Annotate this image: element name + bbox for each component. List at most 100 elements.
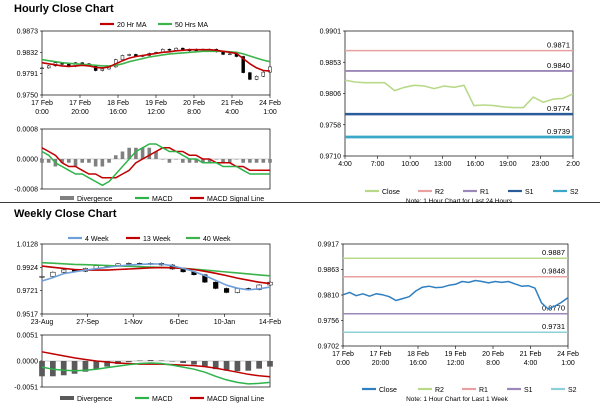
weekly-section-title: Weekly Close Chart — [14, 208, 117, 220]
weekly-macd-line — [41, 362, 271, 385]
hourly-divergence-bar — [254, 159, 259, 163]
y-tick-label: 1.0128 — [17, 242, 39, 249]
legend-signal-label: MACD Signal Line — [207, 196, 264, 203]
weekly-divergence-bar — [256, 361, 262, 369]
legend-s1-label: S1 — [525, 189, 534, 196]
hourly-divergence-bar — [167, 159, 172, 163]
hourly-candle-body — [254, 76, 259, 80]
x-tick-label: 18 Feb — [107, 100, 129, 107]
legend-s2-label: S2 — [570, 189, 579, 196]
hourly-divergence-bar — [214, 159, 219, 160]
hourly-divergence-bar — [241, 159, 245, 163]
y-tick-label: 0.9758 — [320, 122, 342, 129]
hourly-candle-body — [167, 48, 172, 51]
hourly-divergence-bar — [234, 159, 239, 160]
x-tick-label: 20 Feb — [482, 351, 504, 358]
legend-close-label: Close — [382, 189, 400, 196]
hourly-candle-body — [40, 67, 44, 69]
weekly-divergence-bar — [147, 359, 154, 361]
hourly-divergence-bar — [127, 147, 131, 159]
weekly-divergence-bar — [104, 361, 110, 367]
hourly-divergence-bar — [268, 159, 272, 163]
x-tick-label: 17 Feb — [332, 351, 354, 358]
hourly-divergence-bar — [181, 159, 185, 163]
x-tick-label: 1:00 — [263, 109, 277, 116]
weekly-candle-body — [50, 271, 56, 277]
x-tick-label: 7:00 — [371, 161, 385, 168]
weekly-candle-body — [39, 276, 45, 278]
hourly-divergence-bar — [80, 159, 85, 163]
hourly-candle-body — [46, 65, 51, 69]
hourly-section-title: Hourly Close Chart — [14, 3, 114, 15]
weekly-macd-chart: 0.0051 0.0000 -0.0051 Divergence MACD MACD Si… — [14, 333, 273, 403]
hourly-divergence-bar — [107, 159, 111, 163]
legend-signal-label: MACD Signal Line — [207, 396, 264, 403]
level-s1-label: 0.9770 — [542, 304, 565, 313]
hourly-macd-line — [41, 143, 270, 187]
y-tick-label: 0.9750 — [17, 93, 39, 100]
x-tick-label: 13:00 — [434, 161, 452, 168]
x-tick-label: 27-Sep — [76, 319, 99, 326]
hourly-candle-body — [181, 47, 185, 50]
x-tick-label: 4:00 — [338, 161, 352, 168]
weekly-divergence-bar — [39, 361, 45, 377]
hourly-candle-body — [100, 68, 105, 71]
legend-r2-label: R2 — [435, 387, 444, 394]
hourly-candle-body — [241, 56, 245, 73]
hourly-note: Note: 1 Hour Chart for Last 24 Hours — [406, 198, 513, 205]
level-s1-label: 0.9774 — [547, 104, 570, 113]
hourly-24h-close-line — [344, 79, 574, 109]
legend-r1-label: R1 — [479, 387, 488, 394]
hourly-divergence-bar — [87, 159, 91, 163]
weekly-divergence-bar — [180, 361, 186, 364]
level-s2-label: 0.9739 — [547, 127, 570, 136]
hourly-signal-line — [41, 147, 270, 179]
hourly-divergence-bar — [93, 159, 98, 167]
x-tick-label: 8:00 — [187, 109, 201, 116]
x-tick-label: 8:00 — [486, 360, 500, 367]
hourly-divergence-bar — [46, 159, 51, 163]
legend-40week-label: 40 Week — [203, 236, 231, 243]
x-tick-label: 20:00 — [372, 360, 390, 367]
level-r2-label: 0.9871 — [547, 41, 570, 50]
x-tick-label: 19 Feb — [445, 351, 467, 358]
weekly-13week-line — [41, 265, 271, 285]
y-tick-label: 0.9810 — [318, 293, 340, 300]
x-tick-label: 20:00 — [71, 109, 89, 116]
legend-s2-label: S2 — [568, 387, 577, 394]
hourly-divergence-bar — [227, 159, 232, 163]
hourly-divergence-bar — [154, 151, 158, 159]
legend-divergence-swatch — [60, 196, 74, 200]
hourly-divergence-bar — [113, 155, 118, 159]
weekly-divergence-bar — [158, 360, 165, 361]
x-tick-label: 16:00 — [109, 109, 127, 116]
hourly-divergence-bar — [147, 147, 152, 159]
y-tick-label: 0.0000 — [17, 157, 39, 164]
x-tick-label: 16:00 — [467, 161, 485, 168]
x-tick-label: 16:00 — [409, 360, 427, 367]
hourly-divergence-bar — [187, 159, 192, 163]
x-tick-label: 12:00 — [447, 360, 465, 367]
hourly-candle-body — [120, 55, 125, 60]
legend-4week-label: 4 Week — [85, 236, 109, 243]
x-tick-label: 4:00 — [524, 360, 538, 367]
y-tick-label: -0.0008 — [14, 187, 38, 194]
weekly-divergence-bar — [82, 361, 89, 372]
hourly-ma20-line — [41, 48, 271, 72]
legend-r1-label: R1 — [480, 189, 489, 196]
x-tick-label: 20 Feb — [183, 100, 205, 107]
legend-ma50-label: 50 Hrs MA — [175, 22, 208, 29]
weekly-divergence-bar — [136, 360, 143, 361]
x-tick-label: 21 Feb — [221, 100, 243, 107]
x-tick-label: 21 Feb — [520, 351, 542, 358]
weekly-divergence-bar — [234, 361, 241, 372]
y-tick-label: 0.9721 — [17, 288, 39, 295]
hourly-divergence-bar — [261, 159, 266, 163]
weekly-candle-body — [61, 269, 67, 273]
weekly-divergence-bar — [191, 361, 197, 365]
y-tick-label: 0.9517 — [17, 312, 39, 319]
x-tick-label: 17 Feb — [370, 351, 392, 358]
y-tick-label: 0.9917 — [318, 242, 340, 249]
